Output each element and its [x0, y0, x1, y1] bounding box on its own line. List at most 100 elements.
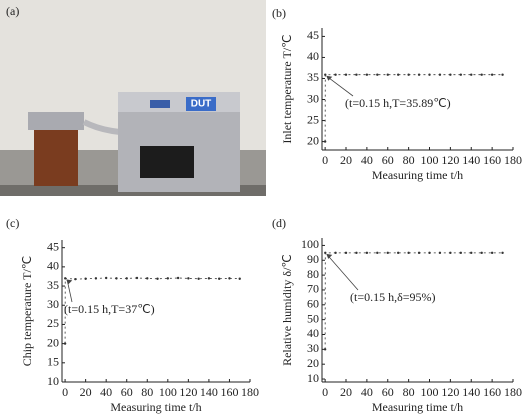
x-tick-label: 140 — [462, 153, 480, 167]
data-point — [386, 73, 389, 76]
data-point — [365, 251, 369, 255]
panel-label: (c) — [6, 216, 19, 230]
y-tick-label: 80 — [307, 267, 319, 281]
y-tick-label: 10 — [47, 374, 59, 388]
x-tick-label: 0 — [322, 385, 328, 399]
annotation: (t=0.15 h,δ=95%) — [350, 290, 436, 304]
x-tick-label: 120 — [441, 385, 459, 399]
y-tick-label: 20 — [47, 335, 59, 349]
photo-lid — [28, 112, 84, 130]
x-tick-label: 40 — [361, 385, 373, 399]
data-point — [334, 73, 337, 76]
photo-sign: DUT — [191, 99, 212, 110]
data-point — [428, 73, 431, 76]
y-tick-label: 50 — [307, 311, 319, 325]
x-tick-label: 100 — [421, 153, 439, 167]
x-tick-label: 60 — [382, 385, 394, 399]
x-tick-label: 20 — [340, 153, 352, 167]
y-tick-label: 70 — [307, 282, 319, 296]
data-point — [459, 73, 463, 76]
data-point — [501, 73, 504, 76]
annotation-arrowhead — [66, 279, 73, 285]
x-tick-label: 180 — [504, 385, 522, 399]
x-tick-label: 120 — [441, 153, 459, 167]
y-tick-label: 30 — [307, 341, 319, 355]
data-point — [501, 251, 504, 255]
data-point — [459, 251, 463, 255]
x-tick-label: 60 — [382, 153, 394, 167]
y-tick-label: 40 — [47, 259, 59, 273]
data-point — [166, 277, 170, 280]
y-tick-label: 45 — [307, 28, 319, 42]
data-point — [386, 251, 389, 255]
data-point — [438, 251, 442, 255]
data-point — [449, 73, 452, 76]
data-point — [470, 251, 473, 255]
x-tick-label: 40 — [100, 385, 112, 399]
data-point — [480, 251, 483, 255]
annotation-arrow — [66, 280, 73, 303]
x-tick-label: 180 — [241, 385, 259, 399]
y-tick-label: 15 — [47, 355, 59, 369]
y-tick-label: 10 — [307, 371, 319, 385]
photo: DUT (a) — [0, 0, 266, 196]
photo-sign-bg — [186, 97, 216, 111]
data-point — [64, 277, 67, 280]
y-tick-label: 25 — [47, 316, 59, 330]
annotation-arrowhead — [326, 253, 333, 259]
y-axis-label: Inlet temperature T/℃ — [280, 34, 294, 143]
y-tick-label: 30 — [307, 91, 319, 105]
y-tick-label: 40 — [307, 49, 319, 63]
data-point — [197, 277, 200, 280]
photo-chamber-top — [118, 92, 240, 112]
data-point — [324, 73, 327, 76]
panel-label: (a) — [6, 4, 19, 18]
data-point — [344, 73, 348, 76]
x-tick-label: 80 — [141, 385, 153, 399]
data-point — [480, 73, 483, 76]
y-tick-label: 30 — [47, 297, 59, 311]
x-tick-label: 100 — [421, 385, 439, 399]
x-axis-label: Measuring time t/h — [110, 400, 201, 414]
annotation-arrow — [327, 76, 354, 97]
data-point — [217, 277, 221, 280]
x-tick-label: 20 — [80, 385, 92, 399]
data-point — [63, 342, 67, 345]
x-tick-label: 140 — [462, 385, 480, 399]
data-point — [490, 251, 494, 255]
data-point — [156, 277, 159, 280]
data-point — [74, 277, 77, 281]
data-point — [125, 277, 128, 280]
data-point — [365, 73, 369, 76]
x-tick-label: 180 — [504, 153, 522, 167]
annotation: (t=0.15 h,T=35.89℃) — [345, 96, 451, 110]
data-point — [470, 73, 473, 76]
annotation: (t=0.15 h,T=37℃) — [64, 302, 155, 316]
data-point — [355, 251, 358, 255]
data-point — [376, 251, 379, 255]
y-axis-label: Relative humidity δ/℃ — [280, 254, 294, 366]
data-point — [428, 251, 431, 255]
y-tick-label: 35 — [307, 70, 319, 84]
y-tick-label: 25 — [307, 112, 319, 126]
y-axis-label: Chip temperature T/℃ — [20, 256, 34, 367]
y-tick-label: 45 — [47, 239, 59, 253]
data-point — [323, 348, 327, 351]
data-point — [115, 277, 118, 280]
panel-label: (d) — [272, 216, 286, 230]
photo-pipe — [82, 119, 121, 135]
y-tick-label: 20 — [307, 356, 319, 370]
x-axis-label: Measuring time t/h — [372, 400, 463, 414]
data-point — [376, 73, 379, 76]
y-tick-label: 90 — [307, 252, 319, 266]
y-tick-label: 20 — [307, 133, 319, 147]
x-tick-label: 0 — [62, 385, 68, 399]
x-tick-label: 140 — [200, 385, 218, 399]
data-point — [344, 251, 348, 255]
data-point — [417, 251, 421, 255]
annotation-arrowhead — [326, 75, 333, 81]
data-point — [324, 251, 327, 255]
data-point — [228, 277, 231, 280]
x-tick-label: 20 — [340, 385, 352, 399]
data-point — [135, 276, 139, 280]
